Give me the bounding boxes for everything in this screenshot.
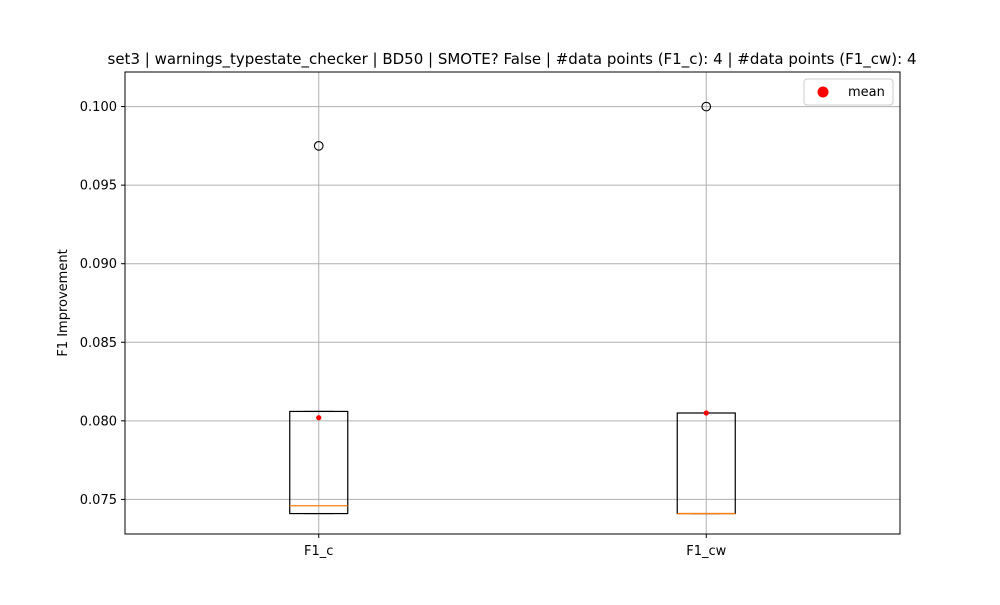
box-F1_cw bbox=[676, 101, 736, 515]
mean-marker bbox=[703, 410, 709, 416]
y-tick-label: 0.095 bbox=[80, 179, 117, 194]
x-tick-label: F1_cw bbox=[686, 544, 726, 559]
legend-mean-marker bbox=[817, 86, 829, 98]
y-axis-label: F1 Improvement bbox=[56, 249, 71, 356]
legend-mean-label: mean bbox=[848, 85, 885, 100]
chart-title: set3 | warnings_typestate_checker | BD50… bbox=[108, 50, 917, 69]
outlier-point bbox=[313, 141, 324, 151]
outlier-point bbox=[701, 101, 712, 112]
y-tick-label: 0.080 bbox=[80, 414, 117, 429]
iqr-box bbox=[289, 410, 349, 515]
y-tick-label: 0.090 bbox=[80, 257, 117, 272]
box-F1_c bbox=[289, 141, 349, 515]
y-tick-label: 0.075 bbox=[80, 493, 117, 508]
boxes-layer bbox=[289, 101, 736, 515]
grid-lines bbox=[125, 72, 900, 534]
ticks-layer: 0.075 0.080 0.085 0.090 0.095 0.100 F1_c F1_cw bbox=[80, 100, 727, 559]
mean-marker bbox=[316, 415, 322, 421]
y-tick-label: 0.085 bbox=[80, 336, 117, 351]
y-tick-label: 0.100 bbox=[80, 100, 117, 115]
x-tick-label: F1_c bbox=[304, 544, 333, 559]
legend-frame bbox=[803, 78, 894, 106]
plot-frame bbox=[124, 71, 901, 535]
legend: mean bbox=[803, 78, 894, 106]
